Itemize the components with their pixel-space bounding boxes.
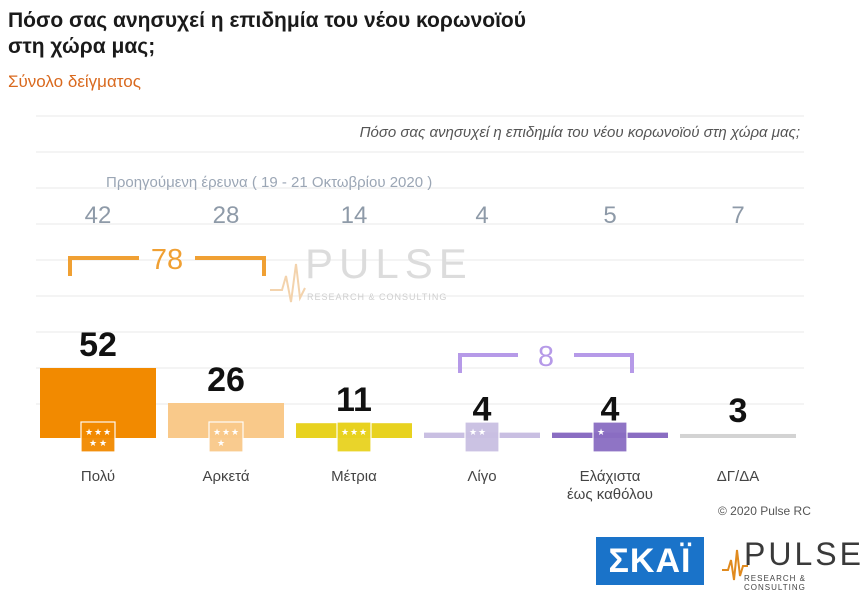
value-label: 26	[207, 361, 245, 399]
star-icon: ★	[231, 427, 239, 437]
rating-star-icon	[592, 421, 628, 453]
previous-value-label: 28	[213, 202, 240, 229]
watermark-subtext: RESEARCH & CONSULTING	[307, 292, 447, 302]
group-total-label: 78	[151, 244, 183, 276]
skai-logo: ΣΚΑΪ	[596, 537, 704, 585]
star-icon: ★	[478, 427, 486, 437]
previous-value-label: 5	[603, 202, 616, 229]
pulse-wave-icon	[722, 549, 748, 581]
previous-value-label: 4	[475, 202, 488, 229]
star-icon: ★	[222, 427, 230, 437]
group-total-label: 8	[538, 341, 554, 373]
star-icon: ★	[213, 427, 221, 437]
watermark-wave-icon	[270, 263, 306, 303]
rating-star-icon	[464, 421, 500, 453]
copyright-text: © 2020 Pulse RC	[718, 504, 811, 518]
star-icon: ★	[94, 427, 102, 437]
category-label: Μέτρια	[331, 468, 377, 485]
star-icon: ★	[85, 427, 93, 437]
star-icon: ★	[597, 427, 605, 437]
star-icon: ★	[341, 427, 349, 437]
group-bracket-right	[195, 256, 266, 276]
value-label: 52	[79, 326, 117, 364]
group-bracket-left	[68, 256, 139, 276]
star-icon: ★	[359, 427, 367, 437]
bar	[680, 433, 796, 438]
category-label: Πολύ	[81, 468, 115, 485]
rating-star-icon	[336, 421, 372, 453]
rating-star-icon	[80, 421, 116, 453]
category-label: ΔΓ/ΔΑ	[717, 468, 759, 485]
star-icon: ★	[89, 438, 97, 448]
page-subtitle: Σύνολο δείγματος	[8, 72, 141, 91]
question-label: Πόσο σας ανησυχεί η επιδημία του νέου κο…	[360, 124, 800, 141]
star-icon: ★	[99, 438, 107, 448]
star-icon: ★	[103, 427, 111, 437]
group-bracket-right	[574, 353, 634, 373]
category-label: Ελάχιστα	[580, 468, 641, 485]
previous-value-label: 42	[85, 202, 112, 229]
previous-value-label: 14	[341, 202, 368, 229]
previous-value-label: 7	[731, 202, 744, 229]
category-label: έως καθόλου	[567, 486, 653, 503]
value-label: 3	[729, 392, 748, 430]
pulse-logo-subtext: RESEARCH & CONSULTING	[744, 574, 807, 592]
category-label: Αρκετά	[202, 468, 249, 485]
value-label: 4	[473, 391, 492, 429]
value-label: 11	[336, 381, 372, 419]
pulse-logo-word: PULSE	[744, 536, 864, 572]
watermark-text: PULSE	[305, 240, 473, 287]
category-label: Λίγο	[467, 468, 496, 485]
previous-survey-label: Προηγούμενη έρευνα ( 19 - 21 Οκτωβρίου 2…	[106, 174, 432, 191]
rating-star-icon	[208, 421, 244, 453]
page-title: Πόσο σας ανησυχεί η επιδημία του νέου κο…	[8, 9, 526, 58]
group-bracket-left	[458, 353, 518, 373]
pulse-logo: PULSE RESEARCH & CONSULTING	[722, 536, 861, 592]
star-icon: ★	[469, 427, 477, 437]
star-icon: ★	[350, 427, 358, 437]
value-label: 4	[601, 391, 620, 429]
star-icon: ★	[217, 438, 225, 448]
